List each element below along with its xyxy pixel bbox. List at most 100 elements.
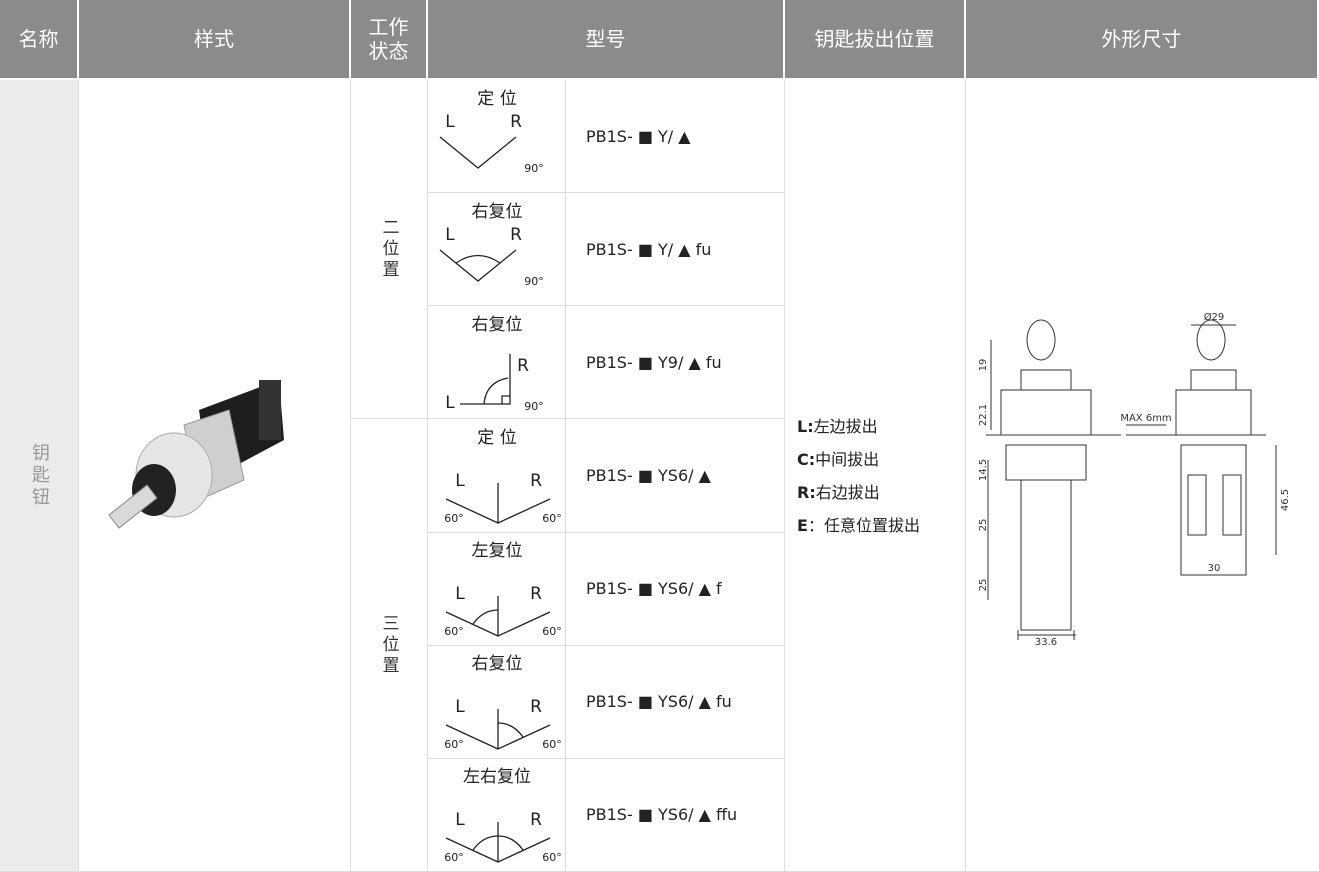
dimension-label: 46.5 xyxy=(1280,489,1291,511)
model-text: PB1S- ■ YS6/ ▲ fu xyxy=(586,692,732,712)
drawing-line xyxy=(1026,319,1056,361)
diagram-line xyxy=(497,722,524,738)
diagram-label: 60° xyxy=(542,512,562,525)
model-text: PB1S- ■ Y9/ ▲ fu xyxy=(586,352,722,372)
drawing-line xyxy=(1222,474,1242,536)
model-cell: PB1S- ■ YS6/ ▲ xyxy=(566,419,785,533)
model-text: PB1S- ■ Y/ ▲ xyxy=(586,126,691,146)
dimension-label: 33.6 xyxy=(1035,637,1057,648)
diagram-label: L xyxy=(455,471,465,491)
key-text: 左边拔出 xyxy=(813,416,878,436)
key-text: 右边拔出 xyxy=(815,482,880,502)
dimension-label: Ø29 xyxy=(1204,311,1225,323)
diagram-line xyxy=(460,353,511,405)
name-cell: 钥匙钮 xyxy=(0,80,79,872)
diagram-label: 60° xyxy=(444,851,464,864)
diagram-label: R xyxy=(530,471,542,491)
diagram-cell: 左右复位 L R 60° 60° xyxy=(428,758,566,872)
diagram-label: R xyxy=(530,697,542,717)
diagram-label: L xyxy=(445,393,455,413)
position-diagram: 右复位 R L 90° xyxy=(445,315,544,413)
dimension-label: 30 xyxy=(1208,563,1221,574)
model-cell: PB1S- ■ Y9/ ▲ fu xyxy=(566,306,785,420)
key-position: E：任意位置拔出 xyxy=(797,509,920,542)
drawing-line xyxy=(1020,479,1072,631)
header-text: 样式 xyxy=(194,27,234,51)
model-text: PB1S- ■ YS6/ ▲ ffu xyxy=(586,805,738,825)
key-label: L: xyxy=(797,416,814,436)
diagram-cell: 定 位 L R 90° xyxy=(428,80,566,194)
diagram-label: 90° xyxy=(524,275,544,288)
diagram-line xyxy=(472,835,499,851)
diagram-cell: 左复位 L R 60° 60° xyxy=(428,532,566,646)
key-label: C: xyxy=(797,449,816,469)
key-text: 中间拔出 xyxy=(815,449,880,469)
diagram-line xyxy=(439,136,517,169)
diagram-label: 90° xyxy=(524,162,544,175)
key-position: C:中间拔出 xyxy=(797,443,920,476)
header-cell: 外形尺寸 xyxy=(966,0,1319,78)
state-cell: 三位置 xyxy=(351,419,428,872)
diagram-label: 右复位 xyxy=(472,654,523,674)
diagram-label: L xyxy=(445,225,455,245)
diagram-line xyxy=(439,249,517,282)
model-cell: PB1S- ■ YS6/ ▲ fu xyxy=(566,645,785,759)
dimension-label: 22.1 xyxy=(978,404,989,426)
diagram-label: L xyxy=(455,584,465,604)
diagram-cell: 右复位 L R 60° 60° xyxy=(428,645,566,759)
photo-cell xyxy=(79,80,351,872)
diagram-label: 定 位 xyxy=(477,89,516,109)
diagram-line xyxy=(497,835,524,851)
header-cell: 样式 xyxy=(79,0,351,78)
dimension-label: 14.5 xyxy=(978,459,989,481)
key-position-list: L:左边拔出 C:中间拔出 R:右边拔出 E：任意位置拔出 xyxy=(797,410,920,542)
position-diagram: 右复位 L R 90° xyxy=(439,202,544,288)
name-text: 钥匙钮 xyxy=(29,442,50,509)
dimension-label: 25 xyxy=(978,579,989,592)
position-diagram: 定 位 L R 60° 60° xyxy=(444,428,562,525)
diagram-cell: 右复位 R L 90° xyxy=(428,306,566,420)
diagram-line xyxy=(455,254,501,264)
diagram-label: 60° xyxy=(542,851,562,864)
diagram-line xyxy=(483,377,509,404)
dimension-label: MAX 6mm xyxy=(1120,413,1171,424)
key-label: E xyxy=(797,515,808,535)
position-diagram: 左右复位 L R 60° 60° xyxy=(444,767,562,864)
diagram-label: 90° xyxy=(524,400,544,413)
dimension-cell: 19 22.1 14.5 25 25 33.6 Ø29 MAX 6mm 46.5 30 xyxy=(966,80,1319,872)
drawing-line xyxy=(1180,444,1247,576)
diagram-line xyxy=(472,609,499,625)
photo-shape xyxy=(108,483,158,529)
diagram-label: L xyxy=(455,697,465,717)
diagram-label: R xyxy=(530,810,542,830)
position-diagram: 右复位 L R 60° 60° xyxy=(444,654,562,751)
model-text: PB1S- ■ YS6/ ▲ xyxy=(586,465,711,485)
product-photo xyxy=(108,379,284,529)
key-position: L:左边拔出 xyxy=(797,410,920,443)
key-text: ：任意位置拔出 xyxy=(807,515,920,535)
diagram-label: L xyxy=(445,112,455,132)
diagram-label: 60° xyxy=(444,512,464,525)
model-text: PB1S- ■ Y/ ▲ fu xyxy=(586,239,712,259)
header-text: 工作状态 xyxy=(368,15,409,63)
key-label: R: xyxy=(797,482,816,502)
drawing-line xyxy=(1005,444,1087,481)
header-text: 名称 xyxy=(18,27,59,51)
header-cell: 型号 xyxy=(428,0,785,78)
key-position: R:右边拔出 xyxy=(797,476,920,509)
model-cell: PB1S- ■ Y/ ▲ xyxy=(566,80,785,194)
dimension-label: 19 xyxy=(978,359,989,372)
dimension-label: 25 xyxy=(978,519,989,532)
diagram-label: 60° xyxy=(444,738,464,751)
diagram-label: 定 位 xyxy=(477,428,516,448)
position-diagram: 左复位 L R 60° 60° xyxy=(444,541,562,638)
header-cell: 工作状态 xyxy=(351,0,428,78)
model-text: PB1S- ■ YS6/ ▲ f xyxy=(586,579,722,599)
diagram-label: 60° xyxy=(444,625,464,638)
model-cell: PB1S- ■ YS6/ ▲ f xyxy=(566,532,785,646)
dimension-drawing: 19 22.1 14.5 25 25 33.6 Ø29 MAX 6mm 46.5 30 xyxy=(978,311,1291,648)
header-text: 型号 xyxy=(585,27,626,51)
state-text: 三位置 xyxy=(378,613,399,677)
model-cell: PB1S- ■ YS6/ ▲ ffu xyxy=(566,758,785,872)
